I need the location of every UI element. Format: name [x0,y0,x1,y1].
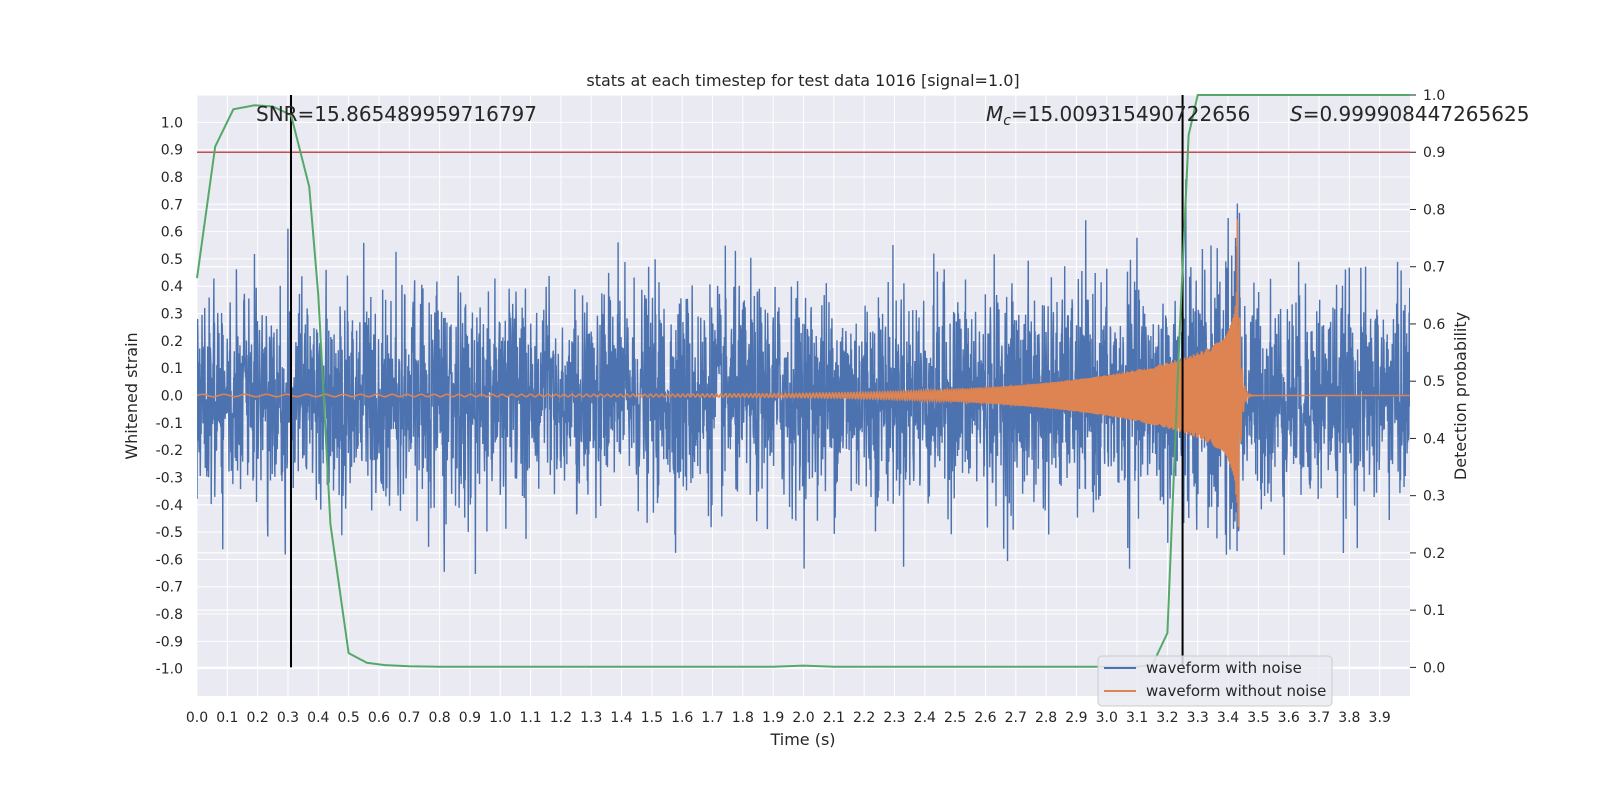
x-tick-label: 2.6 [974,710,996,726]
x-tick-label: 1.4 [610,710,632,726]
overlay-lines [196,94,1410,668]
y2-tick-label: 0.9 [1423,145,1445,161]
x-tick-label: 3.3 [1187,710,1209,726]
x-tick-label: 0.3 [277,710,299,726]
plot-area [197,179,1410,574]
y2-tick-label: 0.5 [1423,374,1445,390]
y-tick-label: 0.7 [161,197,183,213]
x-tick-label: 0.0 [186,710,208,726]
s-annotation: S=0.999908447265625 [1290,102,1529,126]
y2-tick-label: 0.0 [1423,660,1445,676]
y2-tick-label: 0.3 [1423,489,1445,505]
waveform-without-noise-line [197,219,1410,528]
x-tick-label: 0.8 [428,710,450,726]
y2-tick-label: 0.7 [1423,260,1445,276]
x-tick-label: 1.0 [489,710,511,726]
x-tick-label: 2.9 [1065,710,1087,726]
y-tick-label: 1.0 [161,115,183,131]
y-tick-label: -1.0 [156,662,183,678]
x-tick-label: 3.2 [1156,710,1178,726]
x-tick-label: 1.8 [732,710,754,726]
y-tick-label: -0.2 [156,443,183,459]
x-tick-label: 0.7 [398,710,420,726]
y-tick-label: -0.9 [156,634,183,650]
y-axis-label: Whitened strain [122,332,141,459]
y2-tick-label: 0.2 [1423,546,1445,562]
y-tick-label: 0.0 [161,389,183,405]
x-tick-label: 1.5 [641,710,663,726]
x-tick-label: 2.1 [823,710,845,726]
y2-tick-label: 0.8 [1423,202,1445,218]
s-symbol: S [1290,102,1303,126]
x-tick-label: 2.4 [914,710,936,726]
x-tick-label: 3.5 [1247,710,1269,726]
legend: waveform with noise waveform without noi… [1097,655,1333,707]
x-tick-label: 0.2 [247,710,269,726]
x-tick-label: 3.6 [1278,710,1300,726]
y-tick-label: 0.6 [161,225,183,241]
y2-tick-label: 0.1 [1423,603,1445,619]
legend-label-clean: waveform without noise [1146,682,1326,700]
y-tick-label: -0.7 [156,580,183,596]
x-tick-label: 2.2 [853,710,875,726]
legend-box [1097,655,1333,707]
x-tick-label: 0.9 [459,710,481,726]
x-tick-label: 3.7 [1308,710,1330,726]
x-tick-label: 3.4 [1217,710,1239,726]
x-tick-label: 2.7 [1005,710,1027,726]
x-tick-label: 0.4 [307,710,329,726]
y2-tick-label: 0.6 [1423,317,1445,333]
y2-tick-labels: 1.0 0.9 0.8 0.7 0.6 0.5 0.4 0.3 0.2 0.1 0.0 [1410,88,1445,676]
chart-title: stats at each timestep for test data 101… [586,71,1019,90]
x-tick-label: 2.5 [944,710,966,726]
y-tick-label: 0.4 [161,279,183,295]
y-tick-label: -0.5 [156,525,183,541]
y-tick-label: -0.8 [156,607,183,623]
x-tick-labels: 0.0 0.1 0.2 0.3 0.4 0.5 0.6 0.7 0.8 0.9 1.0 1.1 1.2 1… [186,710,1391,726]
x-tick-label: 3.8 [1338,710,1360,726]
y-tick-label: 0.9 [161,143,183,159]
y-tick-label: -0.6 [156,552,183,568]
x-tick-label: 3.1 [1126,710,1148,726]
x-tick-label: 3.9 [1369,710,1391,726]
y2-tick-label: 0.4 [1423,431,1445,447]
x-tick-label: 3.0 [1096,710,1118,726]
y-tick-label: 0.1 [161,361,183,377]
x-tick-label: 0.1 [216,710,238,726]
y-tick-label: -0.4 [156,498,183,514]
legend-label-noise: waveform with noise [1146,659,1302,677]
mc-subscript: c [1003,113,1011,129]
y-tick-label: 0.3 [161,307,183,323]
mc-value: =15.009315490722656 [1011,102,1250,126]
x-tick-label: 0.5 [337,710,359,726]
x-tick-label: 2.3 [883,710,905,726]
detection-probability-line [196,94,1410,668]
snr-annotation: SNR=15.865489959716797 [256,102,537,126]
mc-annotation: Mc=15.009315490722656 [986,102,1250,129]
y-tick-label: -0.3 [156,470,183,486]
y2-tick-label: 1.0 [1423,88,1445,104]
y-tick-label: 0.5 [161,252,183,268]
x-tick-label: 0.6 [368,710,390,726]
x-tick-label: 1.2 [550,710,572,726]
x-tick-label: 2.8 [1035,710,1057,726]
x-tick-label: 1.3 [580,710,602,726]
mc-symbol: M [986,102,1003,126]
y2-axis-label: Detection probability [1451,312,1470,480]
x-tick-label: 1.9 [762,710,784,726]
x-tick-label: 1.6 [671,710,693,726]
y-tick-label: 0.2 [161,334,183,350]
y-tick-labels: 1.0 0.9 0.8 0.7 0.6 0.5 0.4 0.3 0.2 0.1 0.0 -0.1 -0.… [156,115,183,677]
y-tick-label: -0.1 [156,416,183,432]
x-tick-label: 1.7 [701,710,723,726]
x-tick-label: 1.1 [519,710,541,726]
s-value: =0.999908447265625 [1303,102,1530,126]
y-tick-label: 0.8 [161,170,183,186]
x-tick-label: 2.0 [792,710,814,726]
x-axis-label: Time (s) [769,730,835,749]
